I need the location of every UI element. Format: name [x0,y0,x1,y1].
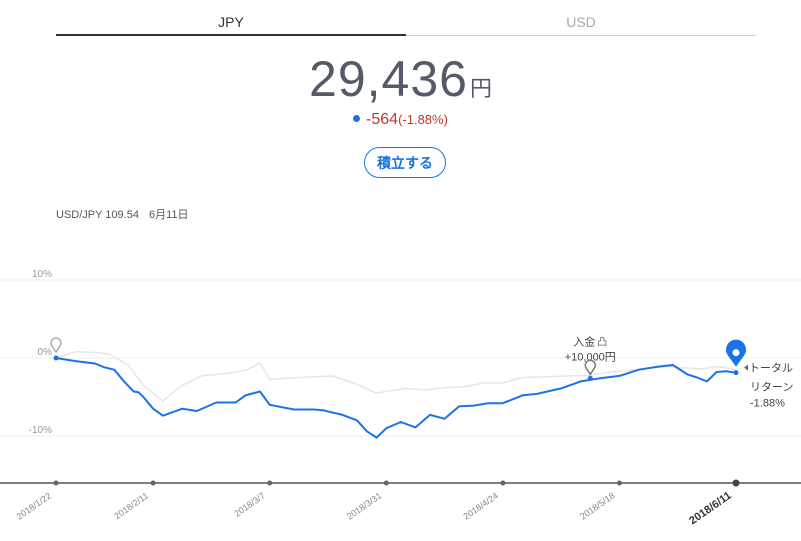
tab-usd[interactable]: USD [406,8,756,36]
change-summary: -564(-1.88%) [0,111,801,129]
balance-amount: 29,436円 [0,50,801,108]
y-tick-label: -10% [29,425,52,436]
x-tick-dot [616,480,622,486]
x-tick-dot [53,480,59,486]
deposit-marker-icon [584,359,597,376]
fx-date: 6月11日 [148,209,189,221]
total-return-label-1: トータル [749,362,793,375]
current-point [733,370,739,376]
x-tick-dot [150,480,156,486]
x-tick-dot [267,480,273,486]
deposit-point [587,375,593,381]
comparison-line [55,351,737,402]
change-percent: (-1.88%) [398,112,448,127]
start-marker-icon [50,337,62,354]
change-value: -564 [366,111,399,128]
x-tick-label: 2018/3/31 [345,490,384,521]
fx-pair-rate: USD/JPY 109.54 [56,209,139,221]
x-tick-label: 2018/3/7 [232,490,266,518]
y-tick-label: 0% [38,347,53,358]
fx-rate: USD/JPY 109.54 6月11日 [56,206,199,222]
balance-value: 29,436 [309,51,468,107]
x-tick-label: 2018/6/11 [687,490,733,528]
x-tick-dot [383,480,389,486]
chart-lines [55,351,737,439]
total-return-label-2: リターン [750,381,793,394]
x-axis: 2018/1/22 2018/2/11 2018/3/7 2018/3/31 2018/… [15,479,740,528]
x-tick-dot [732,479,740,487]
chart-grid [0,279,801,484]
x-tick-label: 2018/5/18 [578,490,617,521]
x-tick-label: 2018/4/24 [461,490,500,521]
balance-unit: 円 [469,76,492,101]
tab-jpy[interactable]: JPY [56,8,406,36]
x-tick-label: 2018/2/11 [112,490,150,521]
change-dot-icon [353,115,361,122]
deposit-label: 入金 [573,334,595,348]
deposit-icon: 凸 [597,336,607,348]
deposit-amount: +10,000円 [565,351,616,363]
x-tick-dot [500,480,506,486]
y-tick-label: 10% [32,269,52,280]
y-axis-ticks: 10% 0% -10% [29,269,52,436]
currency-tabs: JPY USD [56,8,756,36]
pointer-icon [744,364,748,371]
start-point [53,355,59,361]
x-tick-label: 2018/1/22 [15,490,54,521]
accumulate-button[interactable]: 積立する [364,147,446,178]
total-return-value: -1.88% [750,398,785,410]
portfolio-line [55,357,737,439]
current-marker-hole [732,349,740,357]
